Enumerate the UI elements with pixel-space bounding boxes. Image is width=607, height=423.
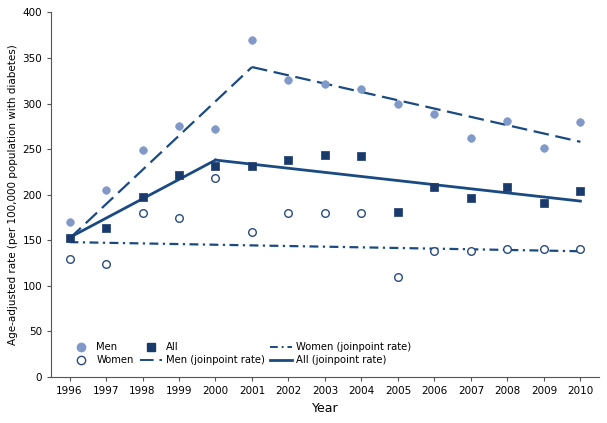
Point <box>356 85 366 92</box>
Point <box>393 100 403 107</box>
Y-axis label: Age-adjusted rate (per 100,000 population with diabetes): Age-adjusted rate (per 100,000 populatio… <box>8 44 18 345</box>
Point <box>430 111 439 118</box>
Point <box>101 187 111 194</box>
Point <box>174 123 184 130</box>
Point <box>503 184 512 191</box>
Point <box>283 157 293 163</box>
Point <box>247 36 257 43</box>
Point <box>283 209 293 216</box>
Point <box>539 246 549 253</box>
Point <box>393 209 403 215</box>
Point <box>283 77 293 83</box>
Point <box>174 214 184 221</box>
Point <box>320 209 330 216</box>
Point <box>138 147 148 154</box>
Point <box>138 209 148 216</box>
Point <box>539 200 549 206</box>
Point <box>174 171 184 178</box>
Point <box>65 255 75 262</box>
Point <box>466 195 476 202</box>
Legend: Men, Women, All, Men (joinpoint rate), Women (joinpoint rate), All (joinpoint ra: Men, Women, All, Men (joinpoint rate), W… <box>67 339 415 368</box>
Point <box>430 184 439 191</box>
Point <box>247 162 257 169</box>
Point <box>65 219 75 225</box>
Point <box>356 209 366 216</box>
Point <box>211 163 220 170</box>
Point <box>575 246 585 253</box>
Point <box>430 248 439 255</box>
Point <box>138 194 148 201</box>
Point <box>503 118 512 124</box>
Point <box>320 152 330 159</box>
Point <box>466 135 476 142</box>
Point <box>466 248 476 255</box>
Point <box>247 229 257 236</box>
Point <box>101 261 111 267</box>
Point <box>211 175 220 182</box>
Point <box>320 81 330 88</box>
Point <box>393 273 403 280</box>
Point <box>539 145 549 151</box>
Point <box>211 126 220 132</box>
Point <box>503 246 512 253</box>
Point <box>101 225 111 232</box>
Point <box>575 188 585 195</box>
Point <box>65 234 75 241</box>
Point <box>575 118 585 125</box>
X-axis label: Year: Year <box>311 402 338 415</box>
Point <box>356 153 366 160</box>
